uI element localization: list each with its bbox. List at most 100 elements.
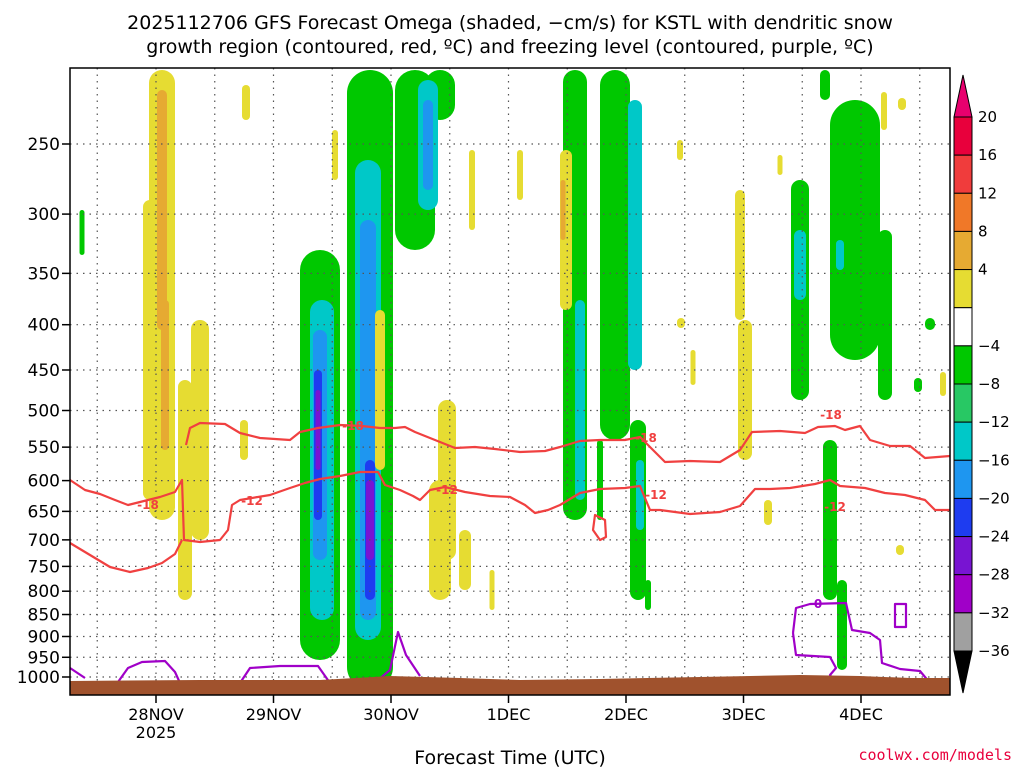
colorbar-tick-label: 8 [978, 222, 988, 240]
colorbar-tick-label: −24 [978, 528, 1010, 546]
contour-label: -18 [635, 431, 657, 445]
x-tick-label: 28NOV [128, 705, 184, 724]
omega-shade-green [79, 210, 85, 255]
contour-label: -18 [820, 408, 842, 422]
colorbar-box [953, 230, 973, 271]
contour-label: -12 [436, 483, 458, 497]
contour-label: 0 [814, 597, 822, 611]
x-tick-sublabel: 2025 [136, 723, 177, 742]
colorbar-box [953, 612, 973, 652]
colorbar-tick-label: −32 [978, 604, 1010, 622]
colorbar-extend-top [953, 74, 973, 118]
omega-shade-yellow [240, 420, 248, 460]
chart-title-line2: growth region (contoured, red, ºC) and f… [146, 36, 873, 58]
x-tick-label: 29NOV [246, 705, 302, 724]
omega-shade-yellow [429, 480, 451, 600]
x-tick-label: 30NOV [363, 705, 419, 724]
omega-shade-yellow [191, 320, 209, 540]
colorbar-box [953, 192, 973, 232]
omega-shade-teal [794, 230, 806, 300]
chart-title-line1: 2025112706 GFS Forecast Omega (shaded, −… [127, 12, 893, 34]
x-axis-label: Forecast Time (UTC) [414, 747, 605, 768]
omega-shade-yellow [459, 530, 471, 590]
colorbar-box [953, 383, 973, 423]
contour-freezing-level-small-loop [893, 602, 908, 629]
omega-shade-green [645, 580, 651, 610]
credit-text: coolwx.com/models [858, 746, 1012, 764]
plot-border [69, 67, 951, 696]
colorbar-tick-label: −4 [978, 337, 1000, 355]
omega-shade-orange [161, 300, 169, 450]
contour-freezing-level-line [69, 667, 86, 679]
omega-shade-yellow [677, 140, 683, 160]
omega-shade-yellow [738, 320, 752, 460]
colorbar-box [953, 307, 973, 347]
y-tick-label: 600 [28, 472, 60, 492]
contour-dgz-minus12-line [69, 470, 950, 544]
contour-lines: -18 -12 -18 -12 -18 -12 -18 -12 0 [69, 408, 951, 684]
y-tick-label: 450 [28, 361, 60, 381]
colorbar-tick-label: 4 [978, 261, 988, 279]
y-tick-label: 400 [28, 316, 60, 336]
colorbar-box [953, 459, 973, 499]
colorbar-tick-label: 20 [978, 108, 997, 126]
contour-freezing-level-line [791, 601, 931, 684]
omega-shade-green [837, 580, 847, 670]
omega-shade-yellow [898, 98, 906, 110]
colorbar-tick-label: −8 [978, 375, 1000, 393]
omega-shade-green [878, 230, 892, 400]
omega-shade-orange [157, 90, 167, 330]
colorbar-box [953, 574, 973, 614]
y-tick-label: 550 [28, 438, 60, 458]
omega-shade-yellow [332, 130, 338, 180]
contour-dgz-lower-line [69, 539, 183, 574]
contour-freezing-level-line [377, 630, 421, 681]
y-tick-label: 250 [28, 135, 60, 155]
omega-shade-yellow [489, 570, 495, 610]
omega-shade-green [600, 70, 630, 440]
colorbar-box [953, 497, 973, 538]
y-tick-label: 900 [28, 627, 60, 647]
omega-shade-yellow [777, 155, 783, 175]
omega-shade-yellow [764, 500, 772, 525]
omega-shade-yellow [178, 380, 192, 600]
contour-freezing-level-line [117, 659, 182, 684]
colorbar-tick-label: −36 [978, 642, 1010, 660]
omega-shade-teal [836, 240, 844, 270]
y-tick-label: 1000 [17, 668, 60, 688]
colorbar-tick-label: −12 [978, 413, 1010, 431]
omega-shade-yellow [940, 372, 946, 396]
x-tick-label: 1DEC [487, 705, 531, 724]
y-tick-label: 300 [28, 205, 60, 225]
contour-label: -18 [137, 498, 159, 512]
y-tick-label: 950 [28, 648, 60, 668]
colorbar-tick-label: 12 [978, 184, 997, 202]
ground-terrain [70, 675, 950, 695]
grid-lines [70, 68, 950, 695]
colorbar-tick-label: −28 [978, 566, 1010, 584]
colorbar-tick-label: 16 [978, 146, 997, 164]
y-tick-label: 700 [28, 531, 60, 551]
omega-shade-yellow [677, 318, 685, 328]
colorbar-box [953, 116, 973, 156]
omega-shade-orange [560, 180, 566, 240]
omega-shade-yellow [690, 350, 696, 385]
colorbar-box [953, 421, 973, 461]
y-tick-label: 750 [28, 557, 60, 577]
contour-dgz-minus18-line [184, 421, 951, 464]
y-tick-label: 800 [28, 582, 60, 602]
omega-shade-green [597, 440, 603, 520]
omega-shade-yellow [517, 150, 523, 200]
contour-freezing-level-line [239, 664, 331, 684]
omega-shade-green [914, 378, 922, 392]
colorbar-tick-label: −20 [978, 489, 1010, 507]
omega-shade-yellow [242, 85, 250, 120]
omega-shade-teal [575, 300, 585, 500]
omega-shade-purple [315, 390, 321, 470]
omega-shade-green [820, 70, 830, 100]
y-tick-label: 500 [28, 402, 60, 422]
contour-label: -12 [645, 488, 667, 502]
contour-label: -12 [241, 494, 263, 508]
